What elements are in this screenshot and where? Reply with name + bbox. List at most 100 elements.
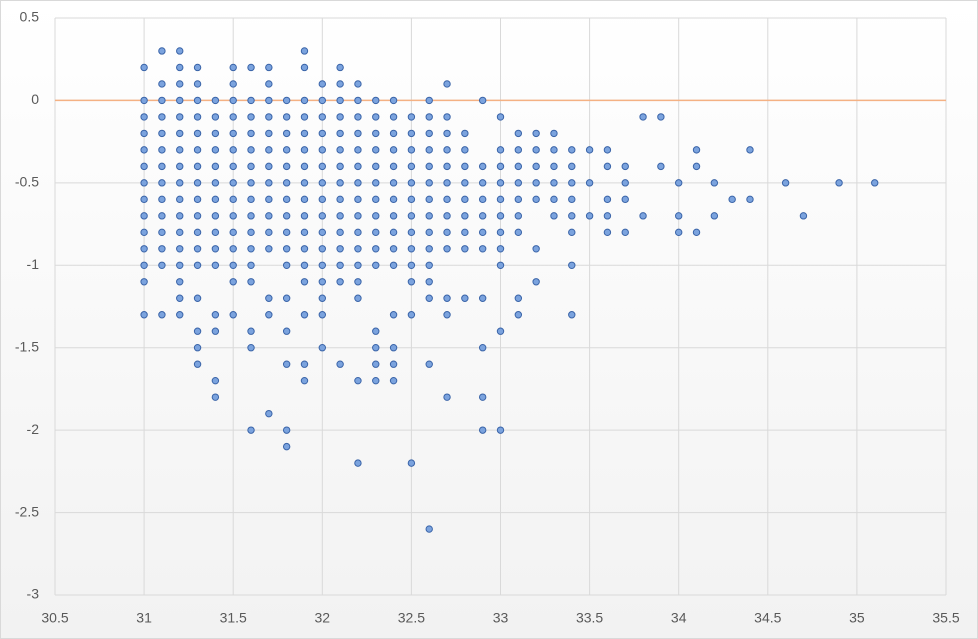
- point: [372, 327, 380, 335]
- x-tick-label: 33: [493, 610, 509, 626]
- point: [354, 146, 362, 154]
- point: [318, 80, 326, 88]
- point: [336, 80, 344, 88]
- point: [282, 442, 291, 451]
- point: [710, 179, 719, 187]
- point: [229, 195, 237, 204]
- point: [496, 426, 505, 434]
- point: [372, 195, 380, 204]
- point: [336, 228, 344, 237]
- point: [247, 344, 255, 352]
- point: [318, 129, 326, 138]
- point: [229, 245, 237, 253]
- point: [425, 179, 433, 187]
- point: [407, 146, 416, 154]
- point: [389, 113, 398, 121]
- point: [550, 179, 558, 187]
- point: [265, 63, 273, 72]
- point: [372, 261, 380, 269]
- point: [496, 113, 505, 121]
- x-tick-label: 33.5: [576, 610, 603, 626]
- point: [372, 179, 380, 187]
- point: [247, 96, 255, 105]
- point: [282, 212, 291, 220]
- point: [407, 129, 416, 138]
- point: [158, 146, 166, 154]
- point: [211, 376, 220, 385]
- point: [461, 212, 469, 220]
- point: [193, 113, 202, 121]
- point: [425, 113, 433, 121]
- point: [282, 162, 291, 171]
- point: [372, 146, 380, 154]
- point: [425, 129, 433, 138]
- point: [514, 129, 523, 138]
- point: [389, 376, 398, 385]
- point: [336, 195, 344, 204]
- point: [247, 129, 255, 138]
- point: [621, 162, 629, 171]
- point: [282, 129, 291, 138]
- point: [443, 228, 451, 237]
- x-tick-label: 34: [671, 610, 687, 626]
- point: [193, 80, 202, 88]
- point: [265, 294, 273, 302]
- point: [211, 261, 220, 269]
- point: [158, 162, 166, 171]
- point: [746, 195, 754, 204]
- point: [354, 195, 362, 204]
- point: [140, 212, 148, 220]
- point: [336, 146, 344, 154]
- point: [443, 179, 451, 187]
- point: [478, 294, 487, 302]
- point: [443, 212, 451, 220]
- x-tick-label: 32: [315, 610, 331, 626]
- point: [300, 376, 309, 385]
- point: [193, 129, 202, 138]
- point: [799, 212, 808, 220]
- point: [407, 228, 416, 237]
- point: [318, 113, 326, 121]
- point: [193, 212, 202, 220]
- point: [140, 63, 148, 72]
- point: [514, 162, 523, 171]
- point: [140, 245, 148, 253]
- point: [247, 162, 255, 171]
- x-tick-label: 31: [136, 610, 152, 626]
- point: [300, 146, 309, 154]
- y-tick-label: 0: [31, 91, 39, 107]
- point: [372, 245, 380, 253]
- point: [318, 344, 326, 352]
- point: [229, 80, 237, 88]
- point: [372, 212, 380, 220]
- point: [425, 212, 433, 220]
- point: [176, 96, 184, 105]
- point: [550, 129, 558, 138]
- point: [389, 245, 398, 253]
- point: [354, 459, 362, 467]
- point: [193, 261, 202, 269]
- point: [425, 195, 433, 204]
- point: [140, 228, 148, 237]
- point: [211, 245, 220, 253]
- point: [336, 113, 344, 121]
- point: [568, 195, 576, 204]
- point: [158, 129, 166, 138]
- point: [318, 294, 326, 302]
- point: [354, 113, 362, 121]
- point: [496, 146, 505, 154]
- point: [568, 261, 576, 269]
- point: [389, 195, 398, 204]
- point: [478, 245, 487, 253]
- point: [461, 179, 469, 187]
- point: [496, 195, 505, 204]
- point: [514, 228, 523, 237]
- point: [336, 278, 344, 286]
- point: [247, 426, 255, 434]
- point: [158, 113, 166, 121]
- point: [193, 294, 202, 302]
- point: [193, 63, 202, 72]
- point: [443, 393, 451, 401]
- point: [176, 63, 184, 72]
- point: [158, 311, 166, 319]
